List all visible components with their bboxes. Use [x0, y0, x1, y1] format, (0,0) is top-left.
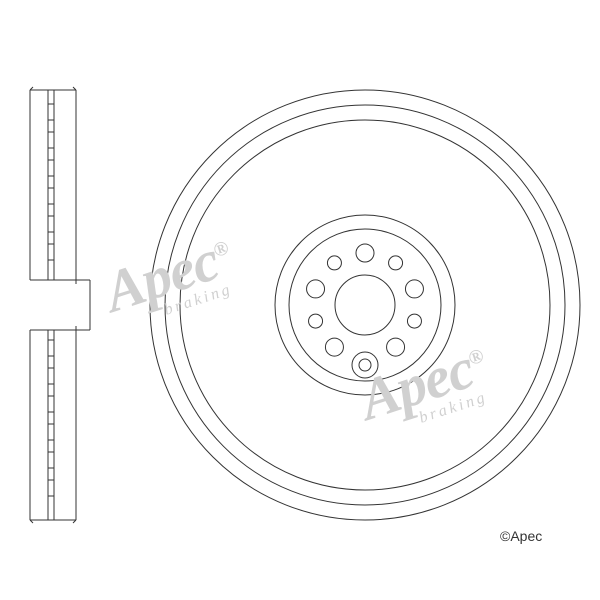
technical-drawing — [0, 0, 600, 600]
copyright-text: ©Apec — [500, 528, 542, 544]
